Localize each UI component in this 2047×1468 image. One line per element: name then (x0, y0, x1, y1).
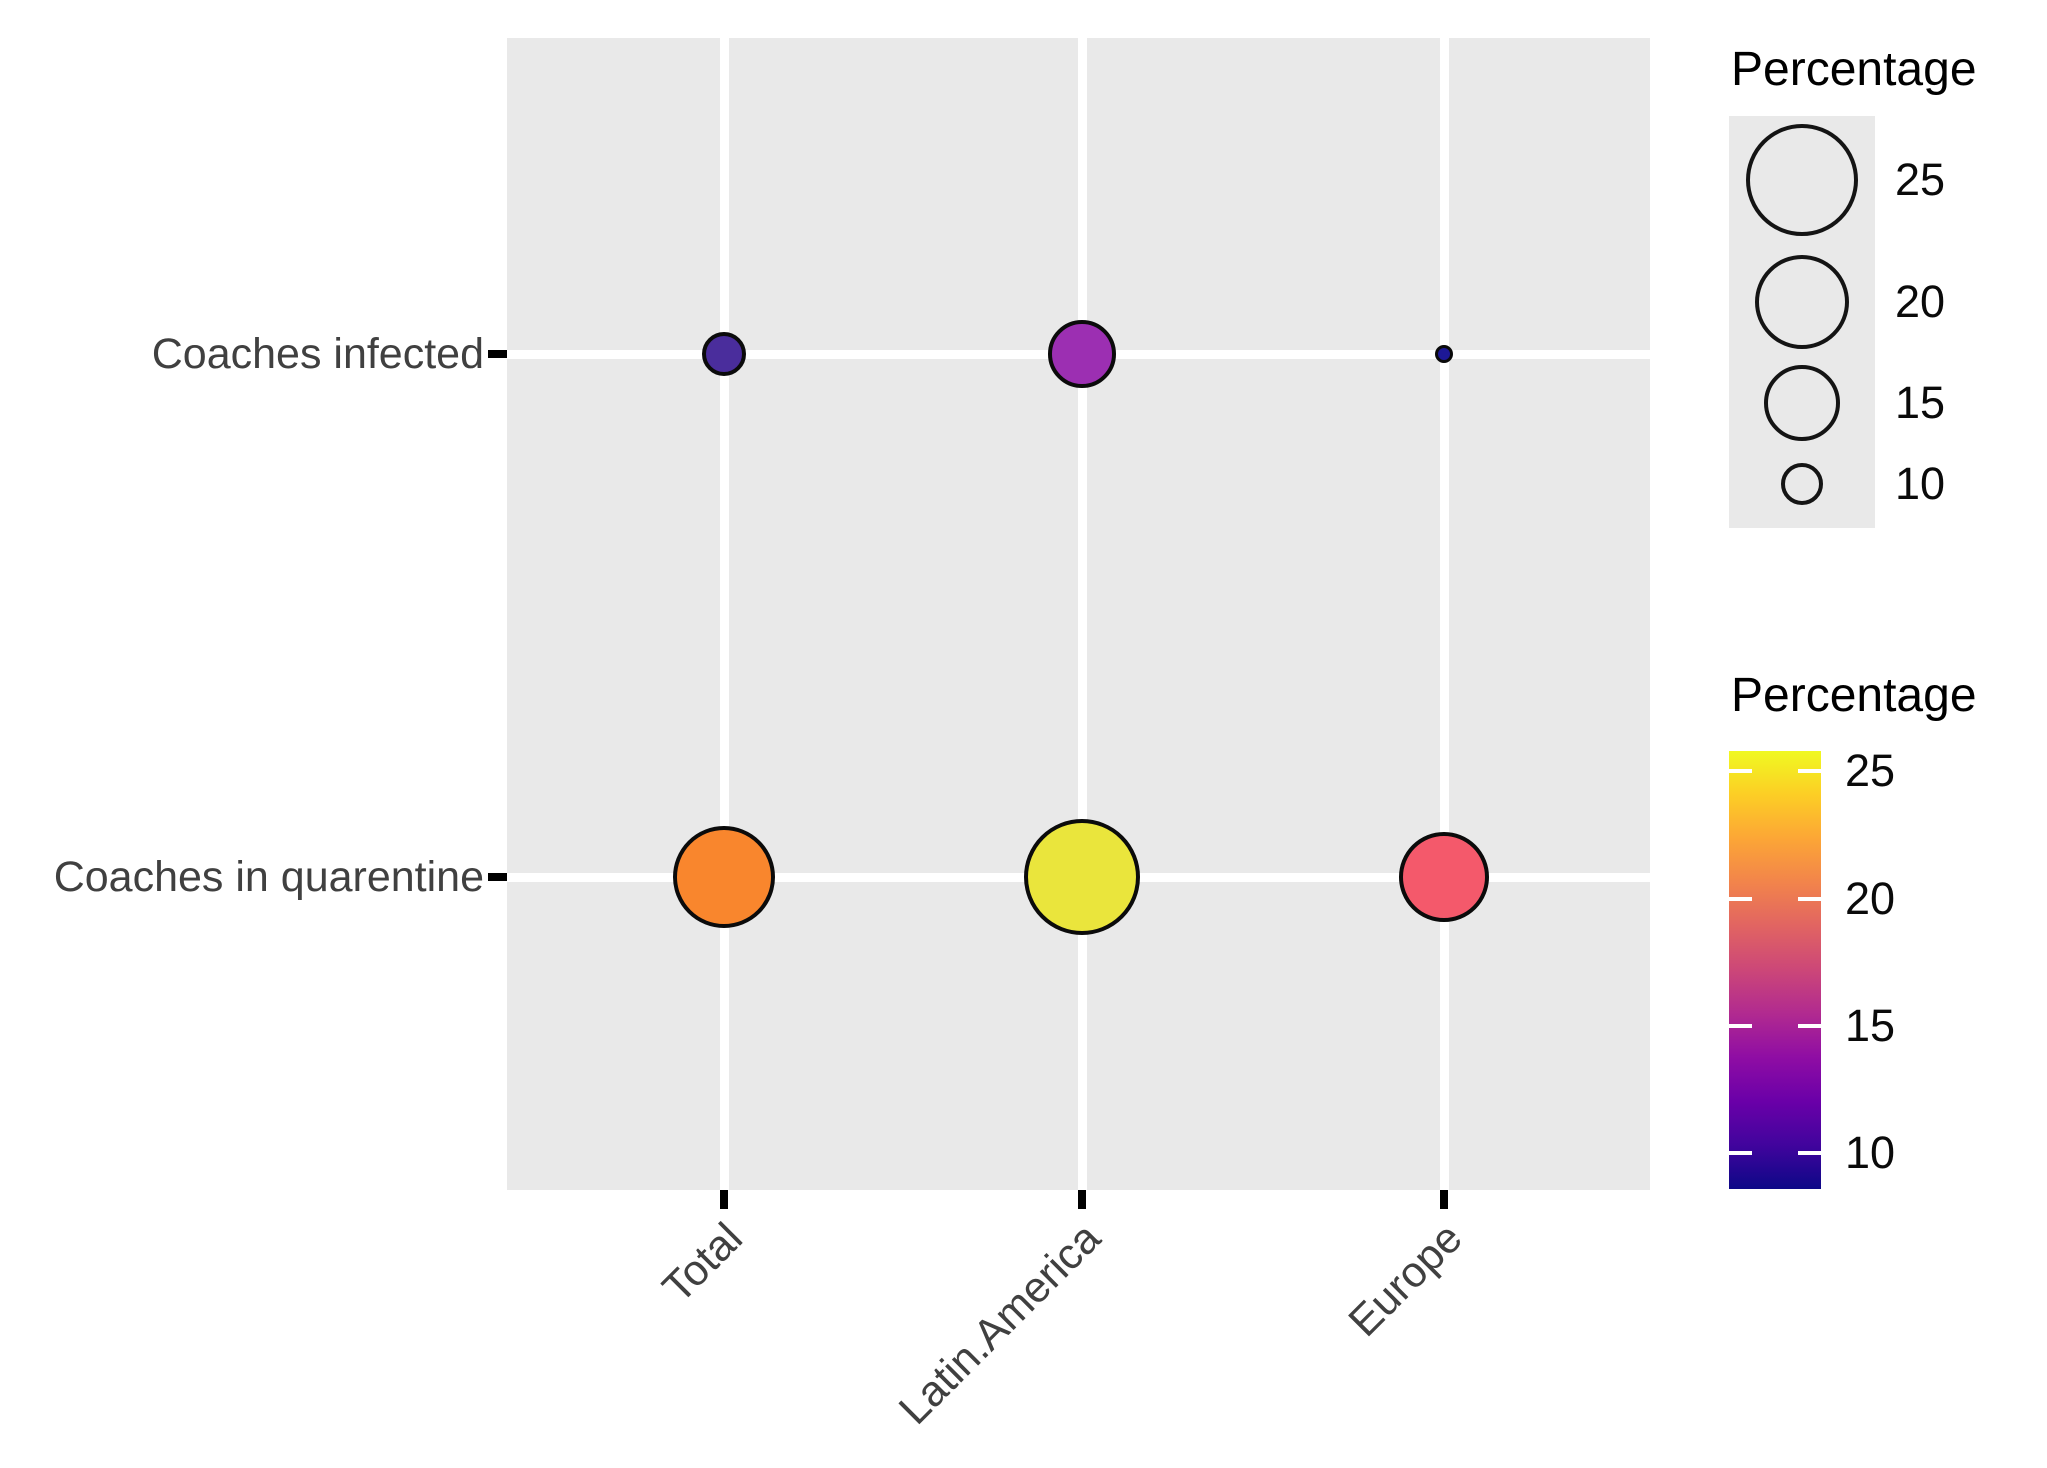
y-axis-tick (488, 350, 507, 358)
x-axis-tick (1440, 1190, 1448, 1209)
color-legend-label-20: 20 (1845, 872, 1896, 924)
color-legend-tick (1798, 769, 1821, 774)
size-legend-circle-20 (1755, 255, 1849, 349)
gridline-x-total (720, 38, 729, 1190)
color-legend-tick (1729, 769, 1752, 774)
size-legend-label-20: 20 (1895, 276, 1946, 327)
bubble-latin-america-coaches-infected (1048, 320, 1116, 388)
y-axis-label-coaches-infected: Coaches infected (151, 330, 484, 378)
color-legend-tick (1729, 1151, 1752, 1156)
color-legend-tick (1729, 896, 1752, 901)
bubble-total-coaches-in-quarentine (673, 826, 775, 928)
size-legend-circle-10 (1781, 463, 1823, 505)
color-legend-label-10: 10 (1845, 1127, 1896, 1179)
x-axis-label-europe: Europe (1339, 1214, 1472, 1346)
bubble-europe-coaches-in-quarentine (1399, 832, 1489, 922)
color-legend-title: Percentage (1731, 669, 1977, 722)
y-axis-label-coaches-in-quarentine: Coaches in quarentine (53, 853, 484, 901)
x-axis-tick (1078, 1190, 1086, 1209)
color-legend-tick (1798, 1024, 1821, 1029)
bubble-europe-coaches-infected (1435, 345, 1453, 363)
plot-panel (507, 38, 1650, 1190)
x-axis-label-total: Total (653, 1214, 752, 1313)
size-legend-label-10: 10 (1895, 458, 1946, 509)
size-legend-label-15: 15 (1895, 377, 1946, 428)
bubble-latin-america-coaches-in-quarentine (1024, 819, 1140, 935)
color-legend-label-15: 15 (1845, 1000, 1896, 1052)
gridline-x-europe (1440, 38, 1449, 1190)
color-legend-tick (1798, 896, 1821, 901)
x-axis-label-latin-america: Latin.America (890, 1214, 1110, 1434)
y-axis-tick (488, 873, 507, 881)
x-axis-tick (720, 1190, 728, 1209)
color-legend-gradient-bar (1729, 751, 1821, 1189)
size-legend-key (1729, 116, 1875, 528)
size-legend-circle-15 (1764, 365, 1840, 441)
color-legend-tick (1729, 1024, 1752, 1029)
color-legend-label-25: 25 (1845, 745, 1896, 797)
size-legend-circle-25 (1746, 124, 1858, 236)
size-legend-title: Percentage (1731, 43, 1977, 96)
bubble-total-coaches-infected (702, 332, 746, 376)
color-legend-tick (1798, 1151, 1821, 1156)
size-legend-label-25: 25 (1895, 154, 1946, 205)
gridline-x-latin-america (1078, 38, 1087, 1190)
